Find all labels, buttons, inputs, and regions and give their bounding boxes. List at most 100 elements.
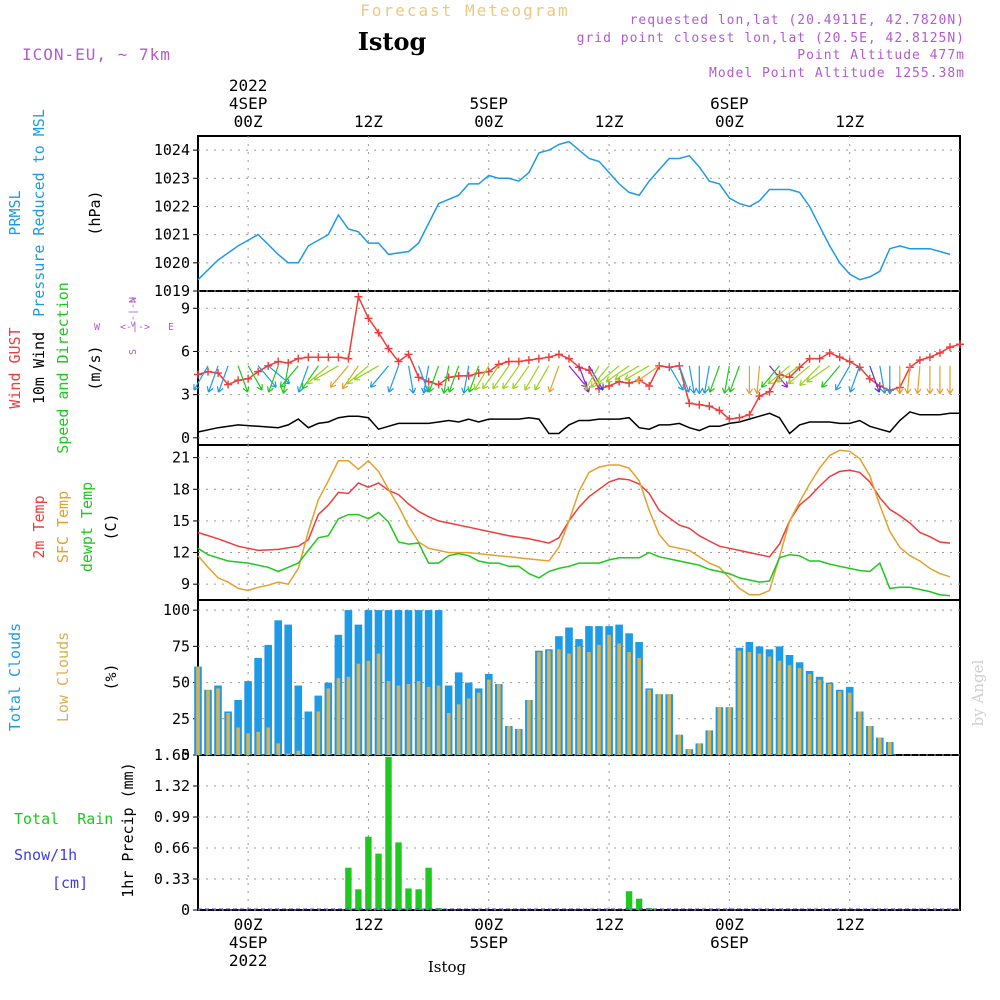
wind-gust-marker [735,413,744,422]
wind-direction-arrow [926,365,934,395]
wind-gust-marker [224,380,233,389]
bottom-time-label: 2022 [229,951,268,970]
wind-direction-arrow [346,365,369,385]
wind-direction-arrow [447,365,460,393]
low-cloud-bar [236,727,240,755]
wind-direction-arrow [467,365,480,393]
requested-coords: requested lon,lat (20.4911E, 42.7820N) [630,13,965,28]
wind-direction-arrow [353,365,379,381]
low-cloud-bar [487,679,491,755]
low-cloud-bar [286,753,290,755]
dewpt-line [197,511,951,597]
top-time-label: 00Z [234,112,263,131]
total-cloud-bar [244,681,252,755]
wind-direction-arrow [313,365,339,381]
wind-direction-arrow [624,365,650,381]
low-cloud-bar [827,684,832,755]
wind-direction-arrow [534,365,550,391]
wind-gust-marker [494,360,503,369]
rain-bar [635,898,643,910]
bottom-time-label: 6SEP [710,933,749,952]
y-tick-labels: 1019 1020 1021 1022 1023 1024 0 3 6 9 9 12 15 18 21 0 25… [154,141,198,919]
precipitation-ytick-label: 0 [181,901,190,919]
low-cloud-bar [426,686,431,755]
wind-direction-arrow [753,365,762,395]
top-time-label: 12Z [354,112,383,131]
rain-bar [625,891,633,910]
wind-gust-marker [935,348,944,357]
low-cloud-bar [868,726,872,755]
wind-gust-marker [645,381,654,390]
top-time-label: 12Z [595,112,624,131]
wind-direction-arrow [886,365,894,395]
wind-direction-arrow [776,365,800,383]
wind-gust-marker [234,376,243,385]
wind-gust-marker [434,380,443,389]
wind-direction-arrow [427,365,440,393]
wind-gust-marker [534,354,543,363]
temp-side-label: SFC Temp [54,491,72,563]
top-time-label: 6SEP [710,94,749,113]
low-cloud-bar [607,634,611,755]
precipitation-frame [197,754,961,911]
wind-gust-marker [404,350,413,359]
bottom-time-label: 12Z [595,915,624,934]
total-cloud-bar [294,685,303,755]
wind-gust-marker [414,373,423,382]
wind-direction-arrow [588,365,604,391]
wind-gust-marker [615,377,624,386]
rain-bar [425,867,432,910]
model-label: ICON-EU, ~ 7km [22,45,171,64]
wind-direction-arrow [708,365,720,393]
precipitation-ytick-label: 1.65 [154,746,190,764]
temperature-ytick-label: 21 [172,449,190,467]
low-cloud-bar [757,653,762,755]
wind-direction-arrow [421,365,430,394]
low-cloud-bar [416,681,421,755]
low-cloud-bar [276,743,280,755]
wind-gust-marker [304,353,313,362]
temp-side-label: (C) [102,513,120,540]
wind-direction-arrow [904,365,912,395]
bottom-time-label: 00Z [474,915,503,934]
wind-gust-line [197,294,961,420]
temp-side-label: 2m Temp [30,495,48,558]
low-cloud-bar [366,660,371,755]
rain-bar [395,842,402,910]
compass-n: N [128,297,139,303]
compass-dashes-h: <-|-> [120,322,150,333]
wind-direction-arrow [329,365,349,388]
wind-ytick-label: 9 [181,299,190,317]
wind-gust-marker [454,371,463,380]
rain-bar [375,853,382,910]
precipitation-panel [198,756,960,910]
wind-compass: N <-|-> S W <-|-> E [94,297,174,355]
rain-bar [355,889,362,910]
wind-direction-arrow [879,365,888,394]
low-cloud-bar [807,673,812,755]
wind-direction-arrow [590,365,610,388]
wind-gust-marker [354,292,363,301]
compass-e: E [168,322,174,333]
wind-gust-marker [204,367,213,376]
clouds-side-label: Low Clouds [54,632,72,722]
wind-gust-marker [665,363,674,372]
precipitation-ytick-label: 0.99 [154,808,190,826]
wind-direction-arrow [728,365,740,393]
rain-bar [385,756,392,910]
wind-direction-arrow [301,365,319,390]
wind-direction-arrow [821,365,841,388]
wind-direction-arrow [688,365,697,394]
prmsl-line [197,140,951,281]
wind-gust-marker [815,354,824,363]
pressure-ytick-label: 1024 [154,141,190,159]
wind-gust-marker [334,353,343,362]
wind-gust-marker [605,381,614,390]
wind-gust-marker [755,392,764,401]
wind-gust-marker [705,402,714,411]
wind-direction-arrow [806,365,831,383]
wind-gust-marker [284,358,293,367]
low-cloud-bar [567,653,571,755]
wind-gust-marker [805,354,814,363]
